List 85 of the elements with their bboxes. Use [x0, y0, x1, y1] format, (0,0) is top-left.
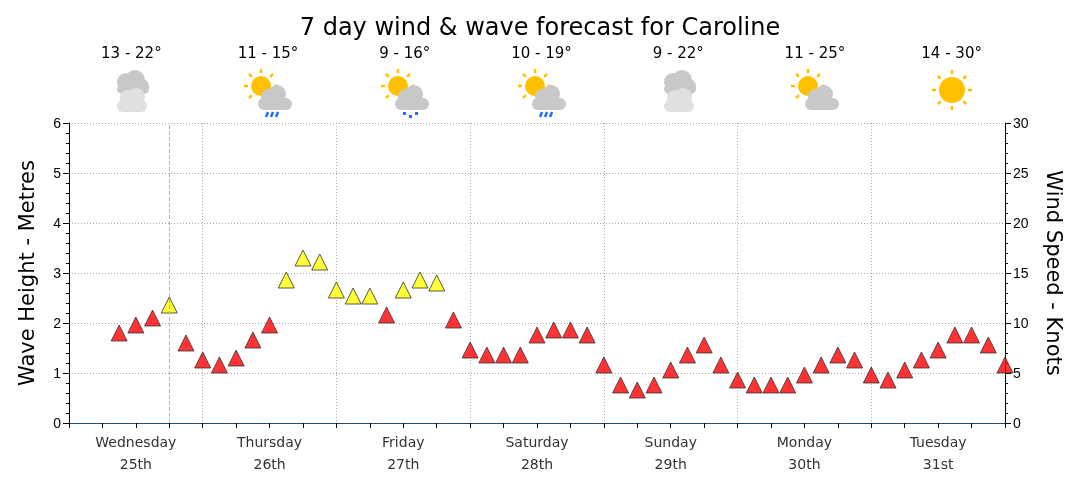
point: [862, 366, 880, 384]
point: [311, 253, 329, 271]
y-tick-label: 5: [53, 165, 62, 181]
point: [979, 336, 997, 354]
point: [378, 306, 396, 324]
x-tick-label: Saturday 28th: [505, 434, 569, 472]
point: [545, 321, 563, 339]
point: [762, 376, 780, 394]
x-tick-label: Wednesday 25th: [95, 434, 177, 472]
point: [996, 356, 1014, 374]
point: [327, 281, 345, 299]
point: [244, 331, 262, 349]
point: [411, 271, 429, 289]
point: [277, 271, 295, 289]
text: 9 - 22°: [651, 44, 705, 64]
text: 9 - 16°: [378, 44, 432, 64]
chart-title: 7 day wind & wave forecast for Caroline: [299, 13, 781, 41]
point: [561, 321, 579, 339]
y2-tick-label: 10: [1013, 315, 1029, 331]
point: [795, 366, 813, 384]
point: [194, 351, 212, 369]
text: 10 - 19°: [510, 44, 573, 64]
point: [929, 341, 947, 359]
y-axis-title: Wave Height - Metres: [14, 160, 39, 386]
point: [645, 376, 663, 394]
y2-tick-label: 30: [1013, 115, 1029, 131]
point: [695, 336, 713, 354]
point: [595, 356, 613, 374]
y-tick-label: 2: [53, 315, 62, 331]
point: [444, 311, 462, 329]
point: [261, 316, 279, 334]
x-tick-label: Monday 30th: [776, 434, 833, 472]
point: [394, 281, 412, 299]
y-tick-label: 4: [53, 215, 62, 231]
y2-tick-label: 0: [1013, 415, 1021, 431]
point: [745, 376, 763, 394]
point: [478, 346, 496, 364]
point: [729, 371, 747, 389]
point: [846, 351, 864, 369]
point: [628, 381, 646, 399]
text: 11 - 15°: [236, 44, 300, 64]
text: 11 - 25°: [783, 44, 847, 64]
point: [294, 249, 312, 267]
point: [712, 356, 730, 374]
point: [227, 349, 245, 367]
point: [812, 356, 830, 374]
point: [461, 341, 479, 359]
point: [428, 274, 446, 292]
y2-tick-label: 20: [1013, 215, 1029, 231]
y2-tick-label: 15: [1013, 265, 1029, 281]
point: [912, 351, 930, 369]
y2-axis-title: Wind Speed - Knots: [1041, 170, 1066, 376]
point: [210, 356, 228, 374]
y-tick-label: 3: [53, 265, 62, 281]
x-tick-label: Thursday 26th: [236, 434, 303, 472]
point: [678, 346, 696, 364]
point: [963, 326, 981, 344]
point: [160, 296, 178, 314]
y2-tick-label: 25: [1013, 165, 1029, 181]
x-tick-label: Tuesday 31st: [908, 434, 967, 472]
point: [528, 326, 546, 344]
point: [344, 287, 362, 305]
text: 14 - 30°: [920, 44, 983, 64]
point: [495, 346, 513, 364]
point: [127, 316, 145, 334]
point: [779, 376, 797, 394]
point: [110, 324, 128, 342]
x-tick-label: Sunday 29th: [644, 434, 697, 472]
point: [829, 346, 847, 364]
y-tick-label: 0: [53, 415, 62, 431]
point: [612, 376, 630, 394]
point: [361, 287, 379, 305]
point: [946, 326, 964, 344]
y-tick-label: 1: [53, 365, 62, 381]
point: [879, 371, 897, 389]
point: [511, 346, 529, 364]
x-tick-label: Friday 27th: [382, 434, 425, 472]
point: [177, 334, 195, 352]
text: 13 - 22°: [100, 44, 163, 64]
point: [144, 309, 162, 327]
point: [662, 361, 680, 379]
y2-tick-label: 5: [1013, 365, 1021, 381]
point: [578, 326, 596, 344]
y-tick-label: 6: [53, 115, 62, 131]
point: [896, 361, 914, 379]
